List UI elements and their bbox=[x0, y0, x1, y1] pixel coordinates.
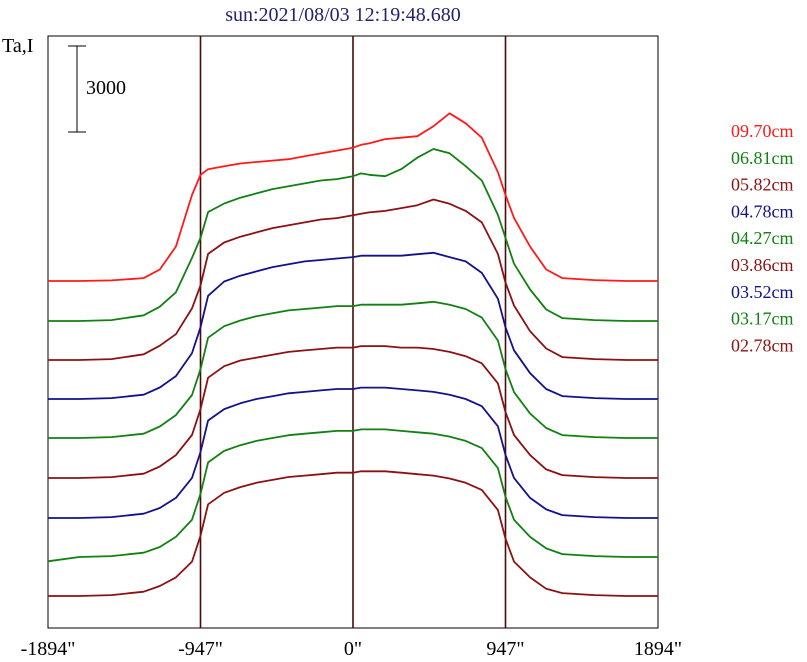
limb-markers bbox=[199, 36, 507, 628]
x-tick-label-0: -1894" bbox=[21, 638, 76, 660]
legend-entry-06.81cm: 06.81cm bbox=[731, 148, 794, 168]
series-group bbox=[47, 112, 658, 597]
legend-entry-09.70cm: 09.70cm bbox=[731, 121, 794, 141]
series-line-04.27cm bbox=[48, 300, 658, 439]
x-tick-label-4: 1894" bbox=[634, 638, 682, 660]
scale-bar-label: 3000 bbox=[86, 77, 126, 99]
series-line-06.81cm bbox=[48, 148, 658, 322]
legend-entry-04.27cm: 04.27cm bbox=[731, 228, 794, 248]
series-line-04.78cm bbox=[48, 251, 658, 400]
x-tick-labels: -1894" -947" 0" 947" 1894" bbox=[21, 638, 683, 660]
scale-bar: 3000 bbox=[68, 45, 126, 133]
x-tick-label-3: 947" bbox=[486, 638, 524, 660]
legend-entry-03.86cm: 03.86cm bbox=[731, 255, 794, 275]
series-line-03.86cm bbox=[48, 345, 658, 479]
legend-entry-02.78cm: 02.78cm bbox=[731, 335, 794, 355]
legend-entry-04.78cm: 04.78cm bbox=[731, 201, 794, 221]
series-line-02.78cm bbox=[48, 470, 658, 597]
legend-entry-03.17cm: 03.17cm bbox=[731, 309, 794, 329]
series-line-03.17cm bbox=[47, 428, 658, 563]
y-axis-label: Ta,I bbox=[2, 35, 33, 57]
legend-entry-05.82cm: 05.82cm bbox=[731, 175, 794, 195]
x-tick-label-2: 0" bbox=[344, 638, 362, 660]
legend-entry-03.52cm: 03.52cm bbox=[731, 282, 794, 302]
series-line-03.52cm bbox=[48, 386, 658, 519]
series-line-05.82cm bbox=[48, 198, 658, 361]
legend: 09.70cm 06.81cm 05.82cm 04.78cm 04.27cm 03.86… bbox=[731, 121, 794, 355]
series-line-09.70cm bbox=[48, 112, 658, 282]
chart-title: sun:2021/08/03 12:19:48.680 bbox=[225, 4, 461, 26]
x-tick-label-1: -947" bbox=[178, 638, 223, 660]
